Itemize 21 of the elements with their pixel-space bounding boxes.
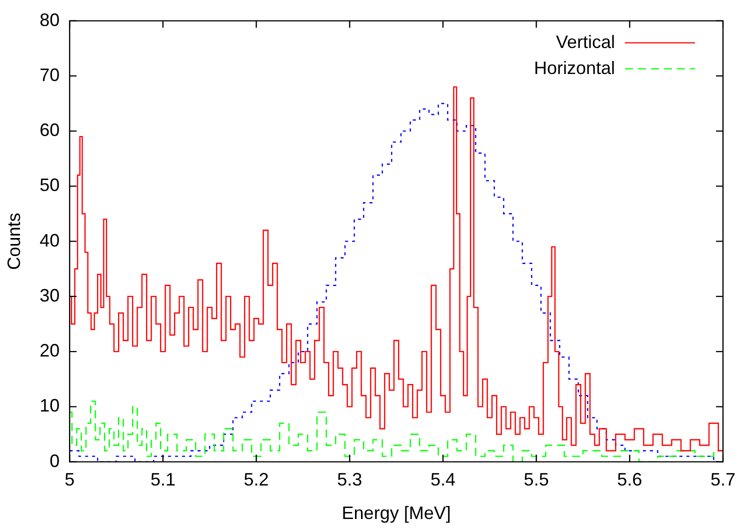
y-tick-label: 30 — [40, 285, 60, 306]
y-tick-label: 0 — [50, 450, 60, 471]
legend-label: Vertical — [556, 32, 615, 52]
y-tick-label: 40 — [40, 230, 60, 250]
y-tick-label: 70 — [40, 64, 60, 85]
legend-label: Horizontal — [534, 58, 615, 78]
x-tick-label: 5 — [64, 470, 75, 490]
x-tick-label: 5.3 — [337, 470, 362, 490]
x-tick-label: 5.7 — [710, 470, 736, 490]
x-tick-label: 5.6 — [617, 470, 642, 490]
y-tick-label: 50 — [40, 175, 60, 196]
x-tick-label: 5.1 — [150, 470, 176, 490]
x-tick-label: 5.5 — [524, 470, 549, 490]
x-axis-title: Energy [MeV] — [342, 503, 451, 524]
y-tick-label: 20 — [40, 340, 60, 361]
y-tick-label: 10 — [40, 396, 60, 416]
x-tick-label: 5.4 — [430, 470, 456, 490]
y-tick-label: 60 — [40, 120, 60, 140]
y-tick-label: 80 — [40, 10, 60, 30]
y-axis-title: Counts — [4, 212, 24, 270]
x-tick-label: 5.2 — [244, 470, 269, 490]
